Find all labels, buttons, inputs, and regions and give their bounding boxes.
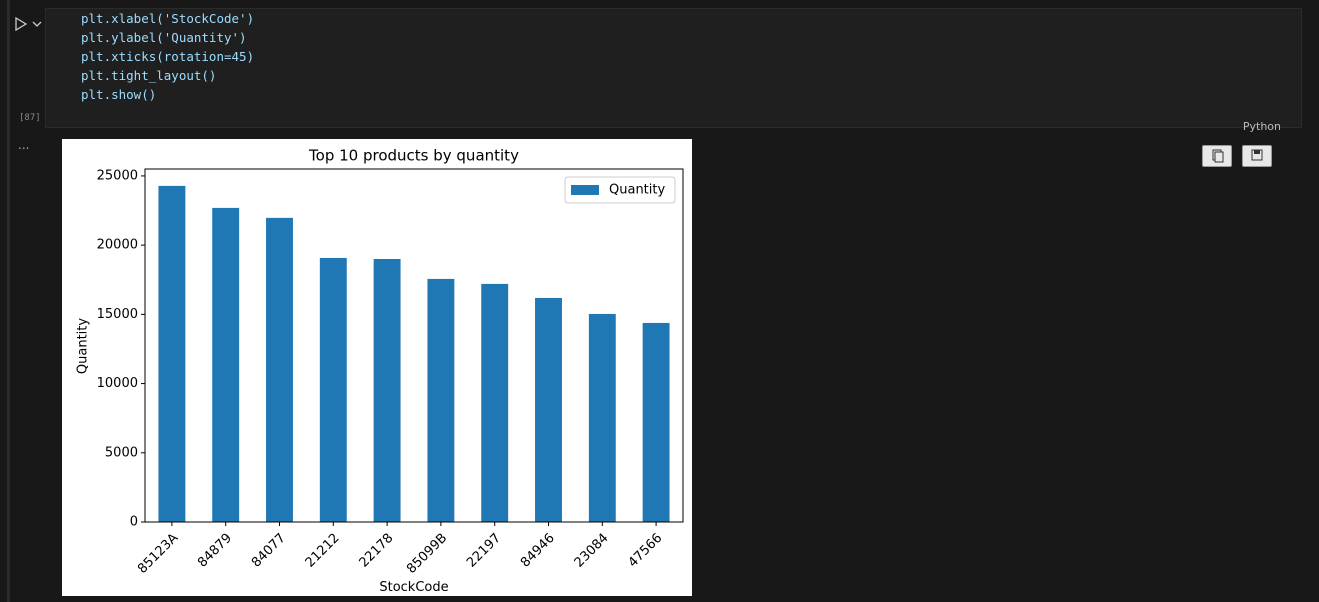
axes-frame xyxy=(144,168,684,523)
y-tick-label: 20000 xyxy=(97,238,138,253)
y-tick-label: 10000 xyxy=(97,376,138,391)
bar xyxy=(481,283,509,522)
x-tick-label: 22197 xyxy=(464,531,504,571)
x-tick-label: 84077 xyxy=(249,531,289,571)
legend-swatch xyxy=(571,185,599,195)
code-cell[interactable]: plt.xlabel('StockCode') plt.ylabel('Quan… xyxy=(45,8,1302,133)
y-tick-label: 15000 xyxy=(97,307,138,322)
legend-box xyxy=(564,176,676,204)
code-line: plt.xticks(rotation=45) xyxy=(81,49,255,64)
x-tick-label: 84946 xyxy=(518,531,558,571)
code-line: plt.show() xyxy=(81,87,157,102)
y-axis-label: Quantity xyxy=(76,318,91,374)
code-line: plt.tight_layout() xyxy=(81,68,217,83)
y-tick-label: 25000 xyxy=(97,168,138,183)
bar xyxy=(266,217,293,522)
code-line: plt.ylabel('Quantity') xyxy=(81,30,247,45)
copy-button[interactable] xyxy=(1202,145,1232,167)
execution-count: [87] xyxy=(19,113,41,123)
x-axis-label: StockCode xyxy=(379,580,448,595)
bar xyxy=(588,313,616,522)
y-tick-label: 5000 xyxy=(105,445,138,460)
x-tick-label: 22178 xyxy=(357,531,397,571)
bar xyxy=(373,258,401,522)
x-tick-label: 21212 xyxy=(303,531,343,571)
bar xyxy=(535,297,562,522)
cell-gutter xyxy=(7,0,10,602)
code-line: plt.xlabel('StockCode') xyxy=(81,11,255,26)
output-menu[interactable]: ... xyxy=(18,138,30,152)
bar xyxy=(642,322,670,522)
run-button[interactable] xyxy=(14,16,44,32)
x-tick-label: 47566 xyxy=(626,531,666,571)
legend-label: Quantity xyxy=(609,183,665,198)
chart: Top 10 products by quantity StockCode Qu… xyxy=(62,139,692,596)
bar xyxy=(158,185,186,523)
x-tick-label: 85099B xyxy=(404,531,450,577)
bar xyxy=(319,257,347,522)
cell-language[interactable]: Python xyxy=(1242,120,1281,133)
save-button[interactable] xyxy=(1242,145,1272,167)
bar xyxy=(427,278,455,522)
x-tick-label: 84879 xyxy=(195,531,235,571)
y-tick-label: 0 xyxy=(130,515,138,530)
chart-title: Top 10 products by quantity xyxy=(308,147,519,165)
x-tick-label: 85123A xyxy=(135,531,181,577)
x-tick-label: 23084 xyxy=(572,531,612,571)
bar xyxy=(212,207,240,522)
